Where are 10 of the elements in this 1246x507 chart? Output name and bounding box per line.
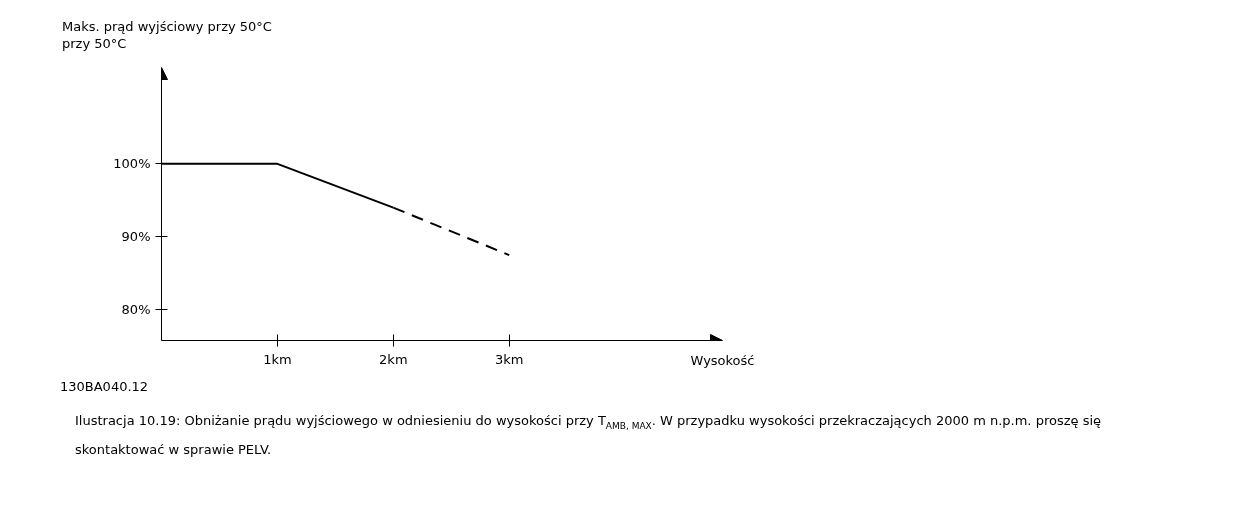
y-tick-label: 100%	[113, 156, 151, 172]
x-tick-label: 1km	[263, 351, 292, 367]
text: Ilustracja 10.19: Obniżanie prądu wyjściowego w odniesieniu do wysokości przy T$_{AMB, MAX}$. W przypadku wysokości przekraczających 2000 m n.p.m. proszę się skontaktować w sprawie PELV.	[75, 413, 1102, 457]
y-tick-label: 90%	[121, 229, 151, 245]
y-tick-label: 80%	[121, 302, 151, 318]
x-tick-label: 3km	[495, 351, 524, 367]
x-axis-title: Wysokość	[690, 352, 755, 368]
y-axis-title: Maks. prąd wyjściowy przy 50°C przy 50°C	[62, 18, 272, 52]
text: 130BA040.12	[60, 378, 149, 396]
x-tick-label: 2km	[379, 351, 408, 367]
